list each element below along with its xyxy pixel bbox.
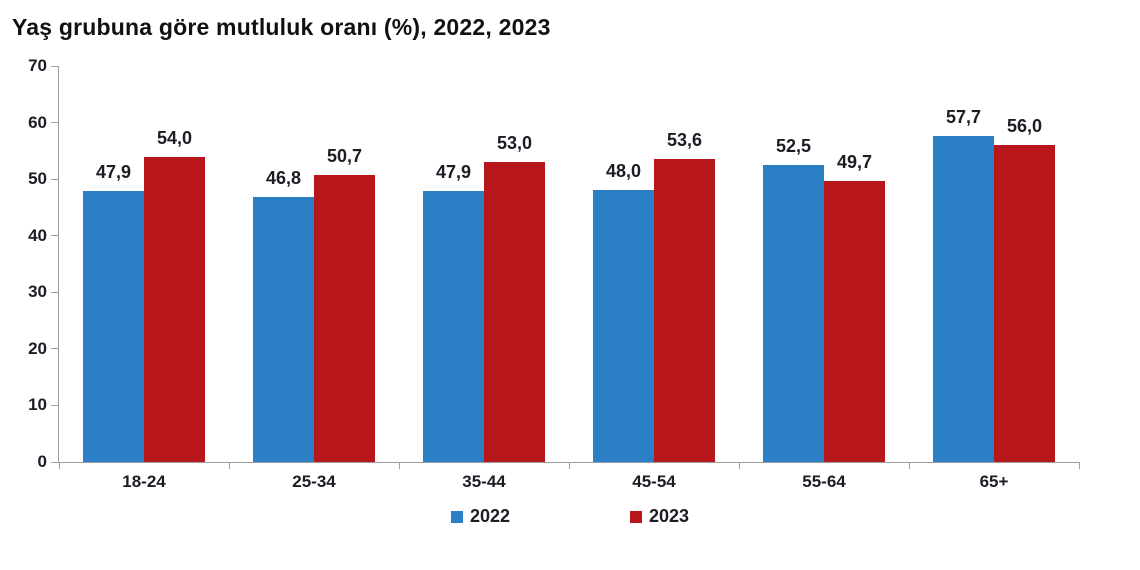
x-axis-category-label-35-44: 35-44	[462, 472, 506, 491]
y-axis-tick-label-70: 70	[28, 56, 47, 75]
bar-2023-65+	[994, 145, 1055, 462]
bar-value-label-2023-65+: 56,0	[1006, 116, 1043, 137]
bar-2022-55-64	[763, 165, 824, 462]
y-axis-tick-label-10: 10	[28, 395, 47, 415]
x-axis-tick-mark-6	[1078, 462, 1080, 469]
bar-value-label-2022-55-64: 52,5	[775, 136, 812, 156]
x-axis-category-label-45-54: 45-54	[632, 472, 676, 491]
y-axis-tick-label-0: 0	[37, 452, 47, 471]
bar-2023-25-34	[314, 175, 375, 462]
y-axis-tick-mark-30	[51, 291, 58, 293]
plot-area: 0 10 20 30 40 50 60 70 47,9 54,0 18-24 46,8 50,7 25-3…	[28, 56, 1080, 491]
y-axis-tick-label-60: 60	[28, 112, 47, 132]
y-axis-tick-label-20: 20	[28, 338, 47, 358]
x-axis-category-label-18-24: 18-24	[122, 472, 166, 491]
x-axis-tick-mark-2	[398, 462, 400, 469]
x-axis-tick-mark-5	[908, 462, 910, 469]
bar-2023-45-54	[654, 158, 715, 462]
bar-2022-25-34	[253, 197, 314, 462]
x-axis-tick-mark-1	[228, 462, 230, 469]
bar-2022-35-44	[423, 191, 484, 462]
y-axis-tick-label-30: 30	[28, 282, 47, 302]
x-axis-tick-mark-3	[568, 462, 570, 469]
bar-value-label-2023-55-64: 49,7	[836, 151, 873, 172]
bar-value-label-2023-35-44: 53,0	[496, 133, 533, 154]
y-axis-tick-label-50: 50	[28, 169, 47, 189]
legend-swatch-2023	[630, 510, 642, 523]
x-axis-tick-mark-4	[738, 462, 740, 469]
x-axis-category-label-65+: 65+	[979, 472, 1009, 491]
bar-2022-65+	[933, 135, 994, 462]
legend-label-2023: 2023	[649, 506, 690, 526]
legend-swatch-2022	[450, 510, 463, 523]
bar-value-label-2023-18-24: 54,0	[156, 127, 193, 148]
bar-2022-45-54	[593, 190, 654, 462]
chart-legend: 2022 2023	[0, 506, 1140, 527]
y-axis-tick-label-40: 40	[28, 225, 47, 245]
bar-2023-18-24	[144, 156, 205, 462]
y-axis-tick-mark-20	[51, 348, 58, 350]
bar-2023-35-44	[484, 162, 545, 462]
bar-value-label-2023-45-54: 53,6	[666, 129, 703, 150]
chart-title: Yaş grubuna göre mutluluk oranı (%), 202…	[12, 14, 551, 40]
y-axis-tick-mark-60	[51, 122, 58, 124]
bar-value-label-2022-18-24: 47,9	[95, 162, 132, 183]
legend-item-2023: 2023	[630, 506, 689, 527]
bar-2022-18-24	[83, 191, 144, 462]
bar-value-label-2022-45-54: 48,0	[605, 161, 642, 182]
x-axis-category-label-55-64: 55-64	[802, 472, 846, 491]
bar-value-label-2023-25-34: 50,7	[326, 146, 363, 167]
y-axis-tick-mark-70	[51, 65, 58, 67]
x-axis-tick-mark-0	[58, 462, 60, 469]
bar-value-label-2022-35-44: 47,9	[435, 162, 472, 183]
y-axis-tick-mark-10	[51, 404, 58, 406]
y-axis-tick-mark-40	[51, 235, 58, 237]
legend-item-2022: 2022	[450, 506, 510, 527]
bar-value-label-2022-25-34: 46,8	[265, 168, 302, 189]
y-axis-tick-mark-50	[51, 178, 58, 180]
y-axis-tick-mark-0	[51, 461, 58, 463]
bar-2023-55-64	[824, 180, 885, 462]
legend-label-2022: 2022	[469, 506, 510, 526]
x-axis-category-label-25-34: 25-34	[292, 472, 336, 491]
bar-value-label-2022-65+: 57,7	[945, 106, 982, 127]
